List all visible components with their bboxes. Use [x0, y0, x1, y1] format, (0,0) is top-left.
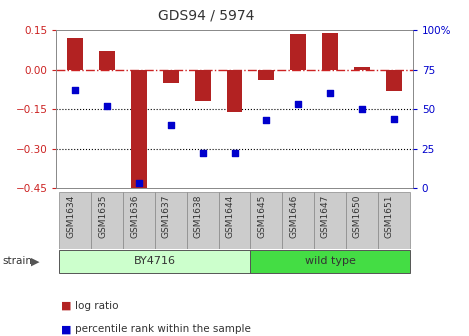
Point [358, 107, 365, 112]
Bar [195, 70, 211, 101]
Text: ■: ■ [61, 324, 71, 334]
Bar [322, 33, 338, 70]
Text: GSM1651: GSM1651 [385, 194, 393, 238]
Text: GSM1635: GSM1635 [98, 194, 107, 238]
Text: GSM1638: GSM1638 [194, 194, 203, 238]
Point [231, 151, 238, 156]
Bar [386, 70, 401, 91]
Text: GDS94 / 5974: GDS94 / 5974 [158, 8, 255, 23]
FancyBboxPatch shape [123, 192, 155, 249]
Text: GSM1637: GSM1637 [162, 194, 171, 238]
Text: BY4716: BY4716 [134, 256, 176, 266]
FancyBboxPatch shape [60, 250, 250, 272]
Point [390, 116, 397, 121]
Text: GSM1650: GSM1650 [353, 194, 362, 238]
FancyBboxPatch shape [91, 192, 123, 249]
Bar [163, 70, 179, 83]
FancyBboxPatch shape [378, 192, 409, 249]
Text: wild type: wild type [304, 256, 356, 266]
Text: GSM1636: GSM1636 [130, 194, 139, 238]
Bar [258, 70, 274, 80]
Text: GSM1647: GSM1647 [321, 194, 330, 238]
Bar [68, 38, 83, 70]
Point [326, 91, 334, 96]
Text: GSM1634: GSM1634 [67, 194, 76, 238]
Text: ▶: ▶ [31, 256, 39, 266]
FancyBboxPatch shape [155, 192, 187, 249]
Text: GSM1645: GSM1645 [257, 194, 266, 238]
Point [199, 151, 206, 156]
Text: strain: strain [2, 256, 32, 266]
FancyBboxPatch shape [282, 192, 314, 249]
Point [135, 181, 143, 186]
Text: GSM1646: GSM1646 [289, 194, 298, 238]
Text: ■: ■ [61, 301, 71, 311]
FancyBboxPatch shape [250, 250, 409, 272]
Bar [354, 67, 370, 70]
Bar [99, 51, 115, 70]
Point [104, 103, 111, 109]
Point [295, 102, 302, 107]
Text: GSM1644: GSM1644 [226, 194, 234, 238]
FancyBboxPatch shape [250, 192, 282, 249]
Point [167, 122, 174, 128]
Point [263, 118, 270, 123]
FancyBboxPatch shape [314, 192, 346, 249]
FancyBboxPatch shape [346, 192, 378, 249]
Bar [131, 70, 147, 191]
Bar [227, 70, 242, 112]
Point [72, 88, 79, 93]
Bar [290, 34, 306, 70]
FancyBboxPatch shape [219, 192, 250, 249]
FancyBboxPatch shape [60, 192, 91, 249]
Text: percentile rank within the sample: percentile rank within the sample [75, 324, 251, 334]
Text: log ratio: log ratio [75, 301, 119, 311]
FancyBboxPatch shape [187, 192, 219, 249]
